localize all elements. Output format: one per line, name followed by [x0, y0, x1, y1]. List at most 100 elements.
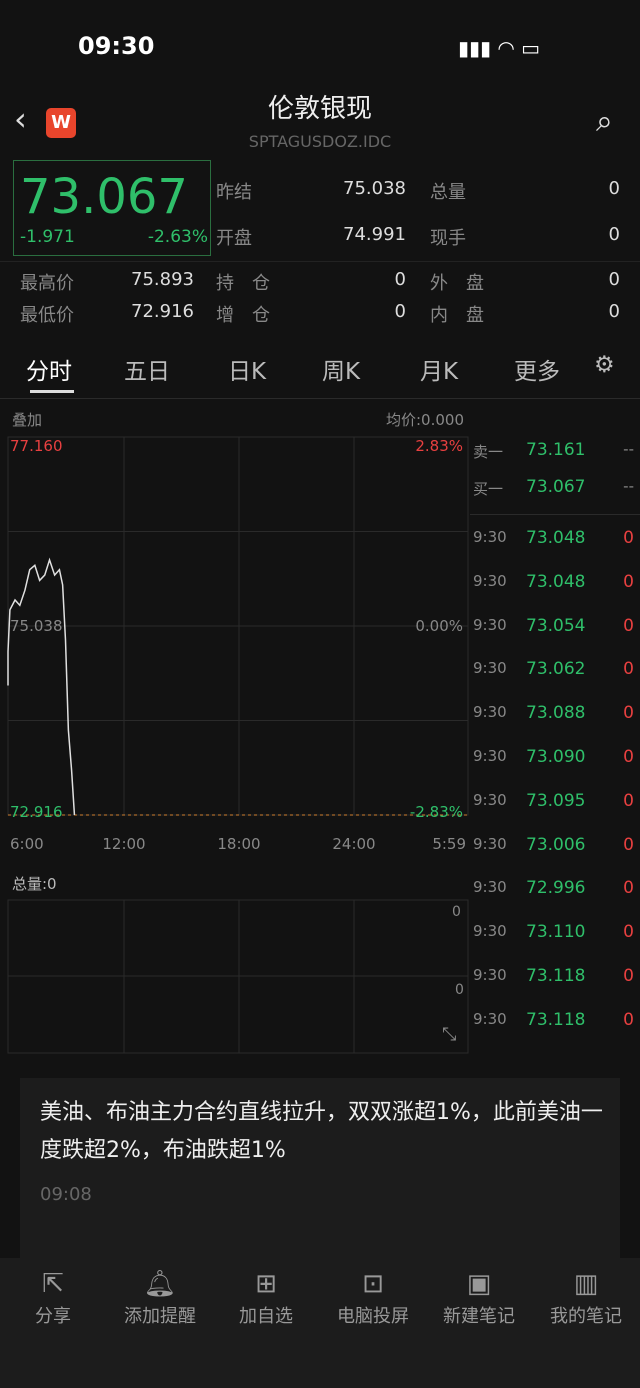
- orderbook-row: 买一 73.067 --: [470, 473, 640, 503]
- tick-time: 9:30: [473, 966, 507, 984]
- x-tick: 5:59: [432, 835, 466, 853]
- tick-row: 9:30 73.048 0: [470, 528, 640, 554]
- field-value: 72.916: [131, 301, 194, 322]
- tab-intraday[interactable]: 分时: [26, 359, 72, 385]
- field-label: 现手: [430, 228, 466, 249]
- field-value: 0: [608, 224, 620, 245]
- field-value: 74.991: [343, 224, 406, 245]
- news-card[interactable]: 美油、布油主力合约直线拉升，双双涨超1%，此前美油一度跌超2%，布油跌超1% 0…: [20, 1078, 620, 1278]
- tick-price: 73.048: [526, 571, 586, 592]
- x-tick: 24:00: [332, 835, 375, 853]
- y-tick-right: -2.83%: [410, 803, 463, 821]
- vol-tick: 0: [452, 904, 461, 920]
- y-tick-left: 75.038: [10, 617, 63, 635]
- toolbar-share-button[interactable]: ⇱ 分享: [3, 1266, 103, 1328]
- price-chart: 77.160 75.038 72.916 2.83% 0.00% -2.83% 6:00 12…: [7, 436, 469, 853]
- tick-volume: 0: [623, 571, 634, 592]
- price-line: [7, 557, 76, 816]
- field-label: 最高价: [20, 273, 74, 294]
- tick-time: 9:30: [473, 1009, 507, 1028]
- toolbar-label: 添加提醒: [124, 1306, 196, 1327]
- tick-row: 9:30 73.110 0: [470, 922, 640, 948]
- field-label: 最低价: [20, 305, 74, 326]
- news-time: 09:08: [40, 1184, 92, 1205]
- tick-row: 9:30 73.095 0: [470, 791, 640, 817]
- tick-time: 9:30: [473, 615, 507, 634]
- share-icon: ⇱: [42, 1269, 64, 1299]
- tick-volume: 0: [623, 834, 634, 855]
- divider: [0, 261, 640, 262]
- tab-monthly[interactable]: 月K: [420, 359, 459, 385]
- volume-label: 总量:0: [12, 875, 57, 893]
- tick-volume: 0: [623, 1009, 634, 1030]
- tick-row: 9:30 73.118 0: [470, 1010, 640, 1036]
- ob-vol: --: [623, 440, 634, 458]
- tick-row: 9:30 73.118 0: [470, 966, 640, 992]
- toolbar-cast-button[interactable]: ⊡ 电脑投屏: [323, 1266, 423, 1328]
- new-note-icon: ▣: [466, 1269, 492, 1299]
- status-time: 09:30: [78, 32, 155, 60]
- field-label: 内 盘: [430, 305, 484, 326]
- field-value: 0: [608, 269, 620, 290]
- y-tick-left: 72.916: [10, 803, 63, 821]
- toolbar-label: 新建笔记: [443, 1306, 515, 1327]
- field-value: 75.038: [343, 178, 406, 199]
- tick-time: 9:30: [473, 528, 507, 546]
- field-label: 增 仓: [216, 305, 270, 326]
- ob-vol: --: [623, 477, 634, 495]
- page-title: 伦敦银现: [267, 94, 372, 124]
- tick-time: 9:30: [473, 834, 507, 853]
- tab-more[interactable]: 更多: [514, 359, 560, 385]
- back-button[interactable]: ‹: [14, 100, 27, 138]
- tick-row: 9:30 73.048 0: [470, 572, 640, 598]
- field-label: 持 仓: [216, 273, 270, 294]
- tick-price: 73.110: [526, 922, 586, 943]
- field-label: 总量: [430, 182, 466, 203]
- symbol-code: SPTAGUSDOZ.IDC: [248, 132, 392, 151]
- overlay-button[interactable]: 叠加: [12, 411, 43, 429]
- ob-label: 卖一: [473, 443, 504, 461]
- settings-icon[interactable]: ⚙: [594, 352, 615, 378]
- tick-price: 73.090: [526, 747, 586, 767]
- vol-tick: 0: [455, 982, 464, 998]
- toolbar-add-watchlist-button[interactable]: ⊞ 加自选: [216, 1266, 316, 1328]
- tick-price: 73.088: [526, 703, 586, 724]
- x-tick: 18:00: [217, 835, 260, 853]
- toolbar-bell-button[interactable]: 🔔︎ 添加提醒: [110, 1266, 210, 1328]
- tick-price: 73.062: [526, 659, 586, 680]
- tick-volume: 0: [623, 659, 634, 680]
- orderbook-row: 卖一 73.161 --: [470, 436, 640, 466]
- toolbar-notebook-button[interactable]: ▥ 我的笔记: [536, 1266, 636, 1328]
- field-label: 外 盘: [430, 273, 484, 294]
- field-value: 0: [608, 301, 620, 322]
- tick-price: 73.006: [526, 834, 586, 855]
- logo-icon: W: [46, 108, 76, 138]
- price-change-pct: -2.63%: [147, 227, 208, 247]
- tick-price: 73.118: [526, 1009, 586, 1030]
- tab-5day[interactable]: 五日: [124, 359, 170, 385]
- tab-daily[interactable]: 日K: [228, 359, 267, 385]
- avg-price: 均价:0.000: [386, 411, 464, 429]
- ob-price: 73.067: [526, 477, 586, 497]
- bell-icon: 🔔︎: [143, 1269, 177, 1299]
- expand-icon[interactable]: ⤡: [442, 1024, 457, 1045]
- toolbar-new-note-button[interactable]: ▣ 新建笔记: [429, 1266, 529, 1328]
- search-icon[interactable]: ⌕: [596, 104, 613, 139]
- ob-price: 73.161: [526, 440, 586, 460]
- price-change: -1.971: [20, 227, 75, 247]
- news-headline[interactable]: 美油、布油主力合约直线拉升，双双涨超1%，此前美油一度跌超2%，布油跌超1%: [40, 1100, 603, 1163]
- notebook-icon: ▥: [573, 1269, 599, 1299]
- tick-price: 73.054: [526, 615, 586, 636]
- tick-volume: 0: [623, 703, 634, 724]
- field-value: 0: [394, 269, 406, 290]
- tick-volume: 0: [623, 966, 634, 986]
- tick-volume: 0: [623, 615, 634, 636]
- tick-volume: 0: [623, 790, 634, 811]
- tick-row: 9:30 73.054 0: [470, 616, 640, 642]
- tick-time: 9:30: [473, 878, 507, 897]
- tick-time: 9:30: [473, 747, 507, 765]
- tick-row: 9:30 73.006 0: [470, 835, 640, 861]
- toolbar-label: 我的笔记: [550, 1306, 622, 1327]
- tab-weekly[interactable]: 周K: [322, 359, 361, 385]
- field-label: 昨结: [216, 182, 252, 203]
